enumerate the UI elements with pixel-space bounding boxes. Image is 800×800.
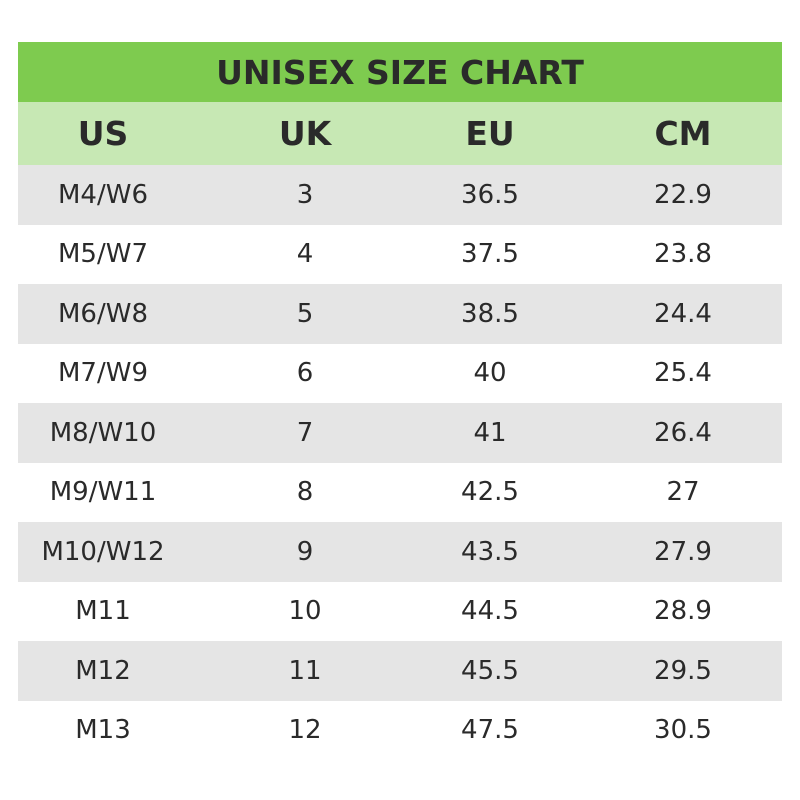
table-row: M9/W11 8 42.5 27 — [18, 463, 782, 523]
table-cell: 42.5 — [461, 477, 519, 508]
table-row: M4/W6 3 36.5 22.9 — [18, 165, 782, 225]
table-row: M10/W12 9 43.5 27.9 — [18, 522, 782, 582]
table-cell: 5 — [296, 298, 314, 329]
column-header: CM — [654, 114, 712, 153]
table-cell: M13 — [75, 715, 131, 746]
table-cell: M6/W8 — [58, 298, 148, 329]
table-cell: 25.4 — [654, 358, 712, 389]
table-cell: 11 — [288, 655, 322, 686]
table-cell: 8 — [296, 477, 314, 508]
table-cell: M5/W7 — [58, 239, 148, 270]
table-row: M12 11 45.5 29.5 — [18, 641, 782, 701]
table-cell: 4 — [296, 239, 314, 270]
table-cell: 30.5 — [654, 715, 712, 746]
column-header: US — [77, 114, 129, 153]
table-cell: 29.5 — [654, 655, 712, 686]
table-cell: 24.4 — [654, 298, 712, 329]
table-cell: 9 — [296, 536, 314, 567]
table-row: M7/W9 6 40 25.4 — [18, 344, 782, 404]
table-cell: 37.5 — [461, 239, 519, 270]
table-row: M11 10 44.5 28.9 — [18, 582, 782, 642]
table-cell: 27.9 — [654, 536, 712, 567]
table-cell: 41 — [473, 417, 507, 448]
table-cell: 10 — [288, 596, 322, 627]
table-cell: M7/W9 — [58, 358, 148, 389]
table-cell: 45.5 — [461, 655, 519, 686]
header-row: US UK EU CM — [18, 102, 782, 165]
table-cell: 43.5 — [461, 536, 519, 567]
table-cell: 6 — [296, 358, 314, 389]
table-cell: M4/W6 — [58, 179, 148, 210]
table-row: M13 12 47.5 30.5 — [18, 701, 782, 761]
table-cell: 44.5 — [461, 596, 519, 627]
table-cell: M12 — [75, 655, 131, 686]
table-cell: 23.8 — [654, 239, 712, 270]
table-cell: 7 — [296, 417, 314, 448]
table-row: M6/W8 5 38.5 24.4 — [18, 284, 782, 344]
table-cell: 12 — [288, 715, 322, 746]
table-cell: 38.5 — [461, 298, 519, 329]
table-row: M8/W10 7 41 26.4 — [18, 403, 782, 463]
table-cell: 3 — [296, 179, 314, 210]
column-header: EU — [465, 114, 515, 153]
table-cell: 40 — [473, 358, 507, 389]
table-cell: M9/W11 — [49, 477, 157, 508]
table-cell: 28.9 — [654, 596, 712, 627]
table-cell: M8/W10 — [49, 417, 157, 448]
table-cell: 26.4 — [654, 417, 712, 448]
table-cell: 36.5 — [461, 179, 519, 210]
column-header: UK — [278, 114, 332, 153]
table-cell: 47.5 — [461, 715, 519, 746]
table-cell: M11 — [75, 596, 131, 627]
table-cell: 27 — [666, 477, 700, 508]
table-row: M5/W7 4 37.5 23.8 — [18, 225, 782, 285]
table-cell: 22.9 — [654, 179, 712, 210]
table-title: UNISEX SIZE CHART — [18, 42, 782, 102]
table-cell: M10/W12 — [41, 536, 165, 567]
